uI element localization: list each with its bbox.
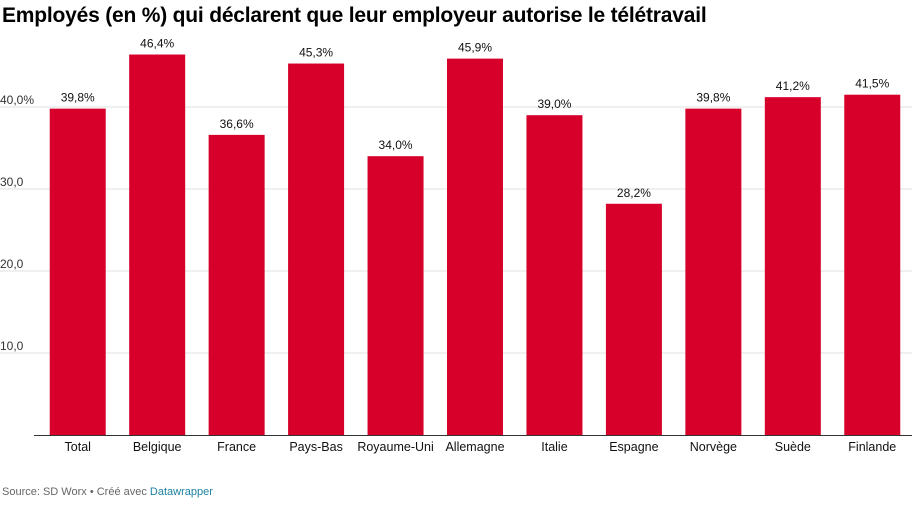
value-labels: 39,8% 46,4% 36,6% 45,3% 34,0% 45,9% 39,0% 28,2%… bbox=[61, 37, 890, 200]
category-label: Espagne bbox=[609, 440, 658, 454]
datawrapper-link[interactable]: Datawrapper bbox=[149, 486, 213, 498]
value-label: 39,0% bbox=[537, 97, 571, 111]
value-label: 45,3% bbox=[299, 46, 333, 60]
bar bbox=[447, 58, 503, 436]
y-tick-label: 30,0 bbox=[0, 175, 24, 189]
value-label: 34,0% bbox=[379, 138, 413, 152]
category-label: France bbox=[217, 440, 256, 454]
y-tick-label: 40,0% bbox=[0, 93, 34, 107]
category-label: Allemagne bbox=[445, 440, 504, 454]
bar bbox=[764, 97, 821, 435]
chart-title: Employés (en %) qui déclarent que leur e… bbox=[2, 4, 707, 27]
value-label: 28,2% bbox=[617, 186, 651, 200]
y-tick-label: 10,0 bbox=[0, 339, 24, 353]
bar bbox=[49, 108, 106, 435]
value-label: 45,9% bbox=[458, 41, 492, 55]
footer: Source: SD Worx • Créé avec Datawrapper bbox=[2, 486, 213, 498]
bars bbox=[49, 54, 901, 436]
value-label: 46,4% bbox=[140, 37, 174, 51]
bar bbox=[526, 115, 583, 435]
y-tick-label: 20,0 bbox=[0, 257, 24, 271]
category-label: Royaume-Uni bbox=[357, 440, 433, 454]
bar bbox=[367, 156, 424, 435]
category-label: Finlande bbox=[848, 440, 896, 454]
category-label: Norvège bbox=[690, 440, 737, 454]
value-label: 39,8% bbox=[61, 91, 95, 105]
bar bbox=[844, 94, 901, 435]
category-label: Italie bbox=[541, 440, 567, 454]
category-label: Suède bbox=[775, 440, 811, 454]
bar bbox=[208, 134, 265, 435]
value-label: 41,5% bbox=[855, 77, 889, 91]
category-label: Belgique bbox=[133, 440, 182, 454]
value-label: 36,6% bbox=[220, 117, 254, 131]
value-label: 41,2% bbox=[776, 79, 810, 93]
bar bbox=[605, 203, 662, 435]
bar bbox=[288, 63, 345, 435]
x-axis-labels: Total Belgique France Pays-Bas Royaume-Uni Al… bbox=[65, 440, 897, 454]
source-text: Source: SD Worx • Créé avec bbox=[2, 486, 150, 498]
bar bbox=[129, 54, 186, 436]
category-label: Pays-Bas bbox=[289, 440, 343, 454]
value-label: 39,8% bbox=[696, 91, 730, 105]
category-label: Total bbox=[65, 440, 91, 454]
bar bbox=[685, 108, 742, 435]
y-axis-ticks: 10,0 20,0 30,0 40,0% bbox=[0, 93, 34, 353]
